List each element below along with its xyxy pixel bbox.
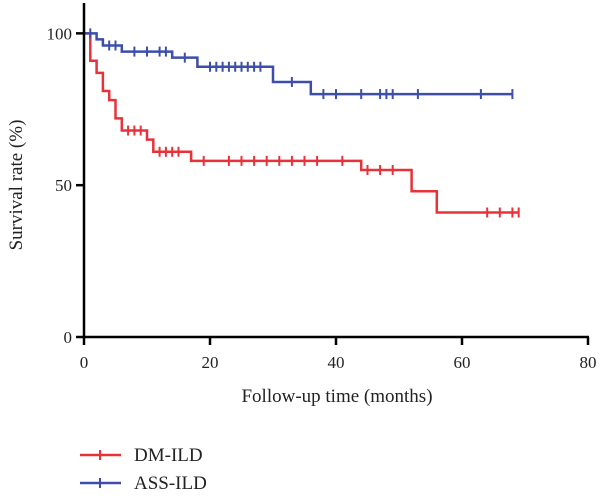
series-ass-ild: [84, 28, 514, 100]
legend-label: ASS-ILD: [134, 473, 207, 494]
y-tick-label: 0: [64, 328, 73, 347]
y-tick-label: 50: [55, 176, 72, 195]
legend-label: DM-ILD: [134, 445, 203, 466]
survival-line-dm-ild: [84, 32, 519, 214]
series-layer: [84, 28, 520, 218]
legend-item-dm-ild: DM-ILD: [80, 445, 203, 466]
plot-area: 0 50 100 0 20 40 60 80: [47, 3, 597, 372]
legend-item-ass-ild: ASS-ILD: [80, 473, 207, 494]
survival-line-ass-ild: [84, 32, 513, 96]
y-tick-label: 100: [47, 24, 73, 43]
x-tick-label: 0: [80, 353, 89, 372]
series-dm-ild: [84, 32, 520, 218]
x-tick-label: 20: [202, 353, 219, 372]
x-axis-title: Follow-up time (months): [241, 386, 432, 407]
x-tick-label: 80: [580, 353, 597, 372]
x-tick-label: 40: [328, 353, 345, 372]
x-tick-label: 60: [454, 353, 471, 372]
axis-ticks: 0 50 100 0 20 40 60 80: [47, 24, 597, 372]
y-axis-title: Survival rate (%): [6, 120, 27, 251]
legend: DM-ILD ASS-ILD: [80, 445, 207, 494]
